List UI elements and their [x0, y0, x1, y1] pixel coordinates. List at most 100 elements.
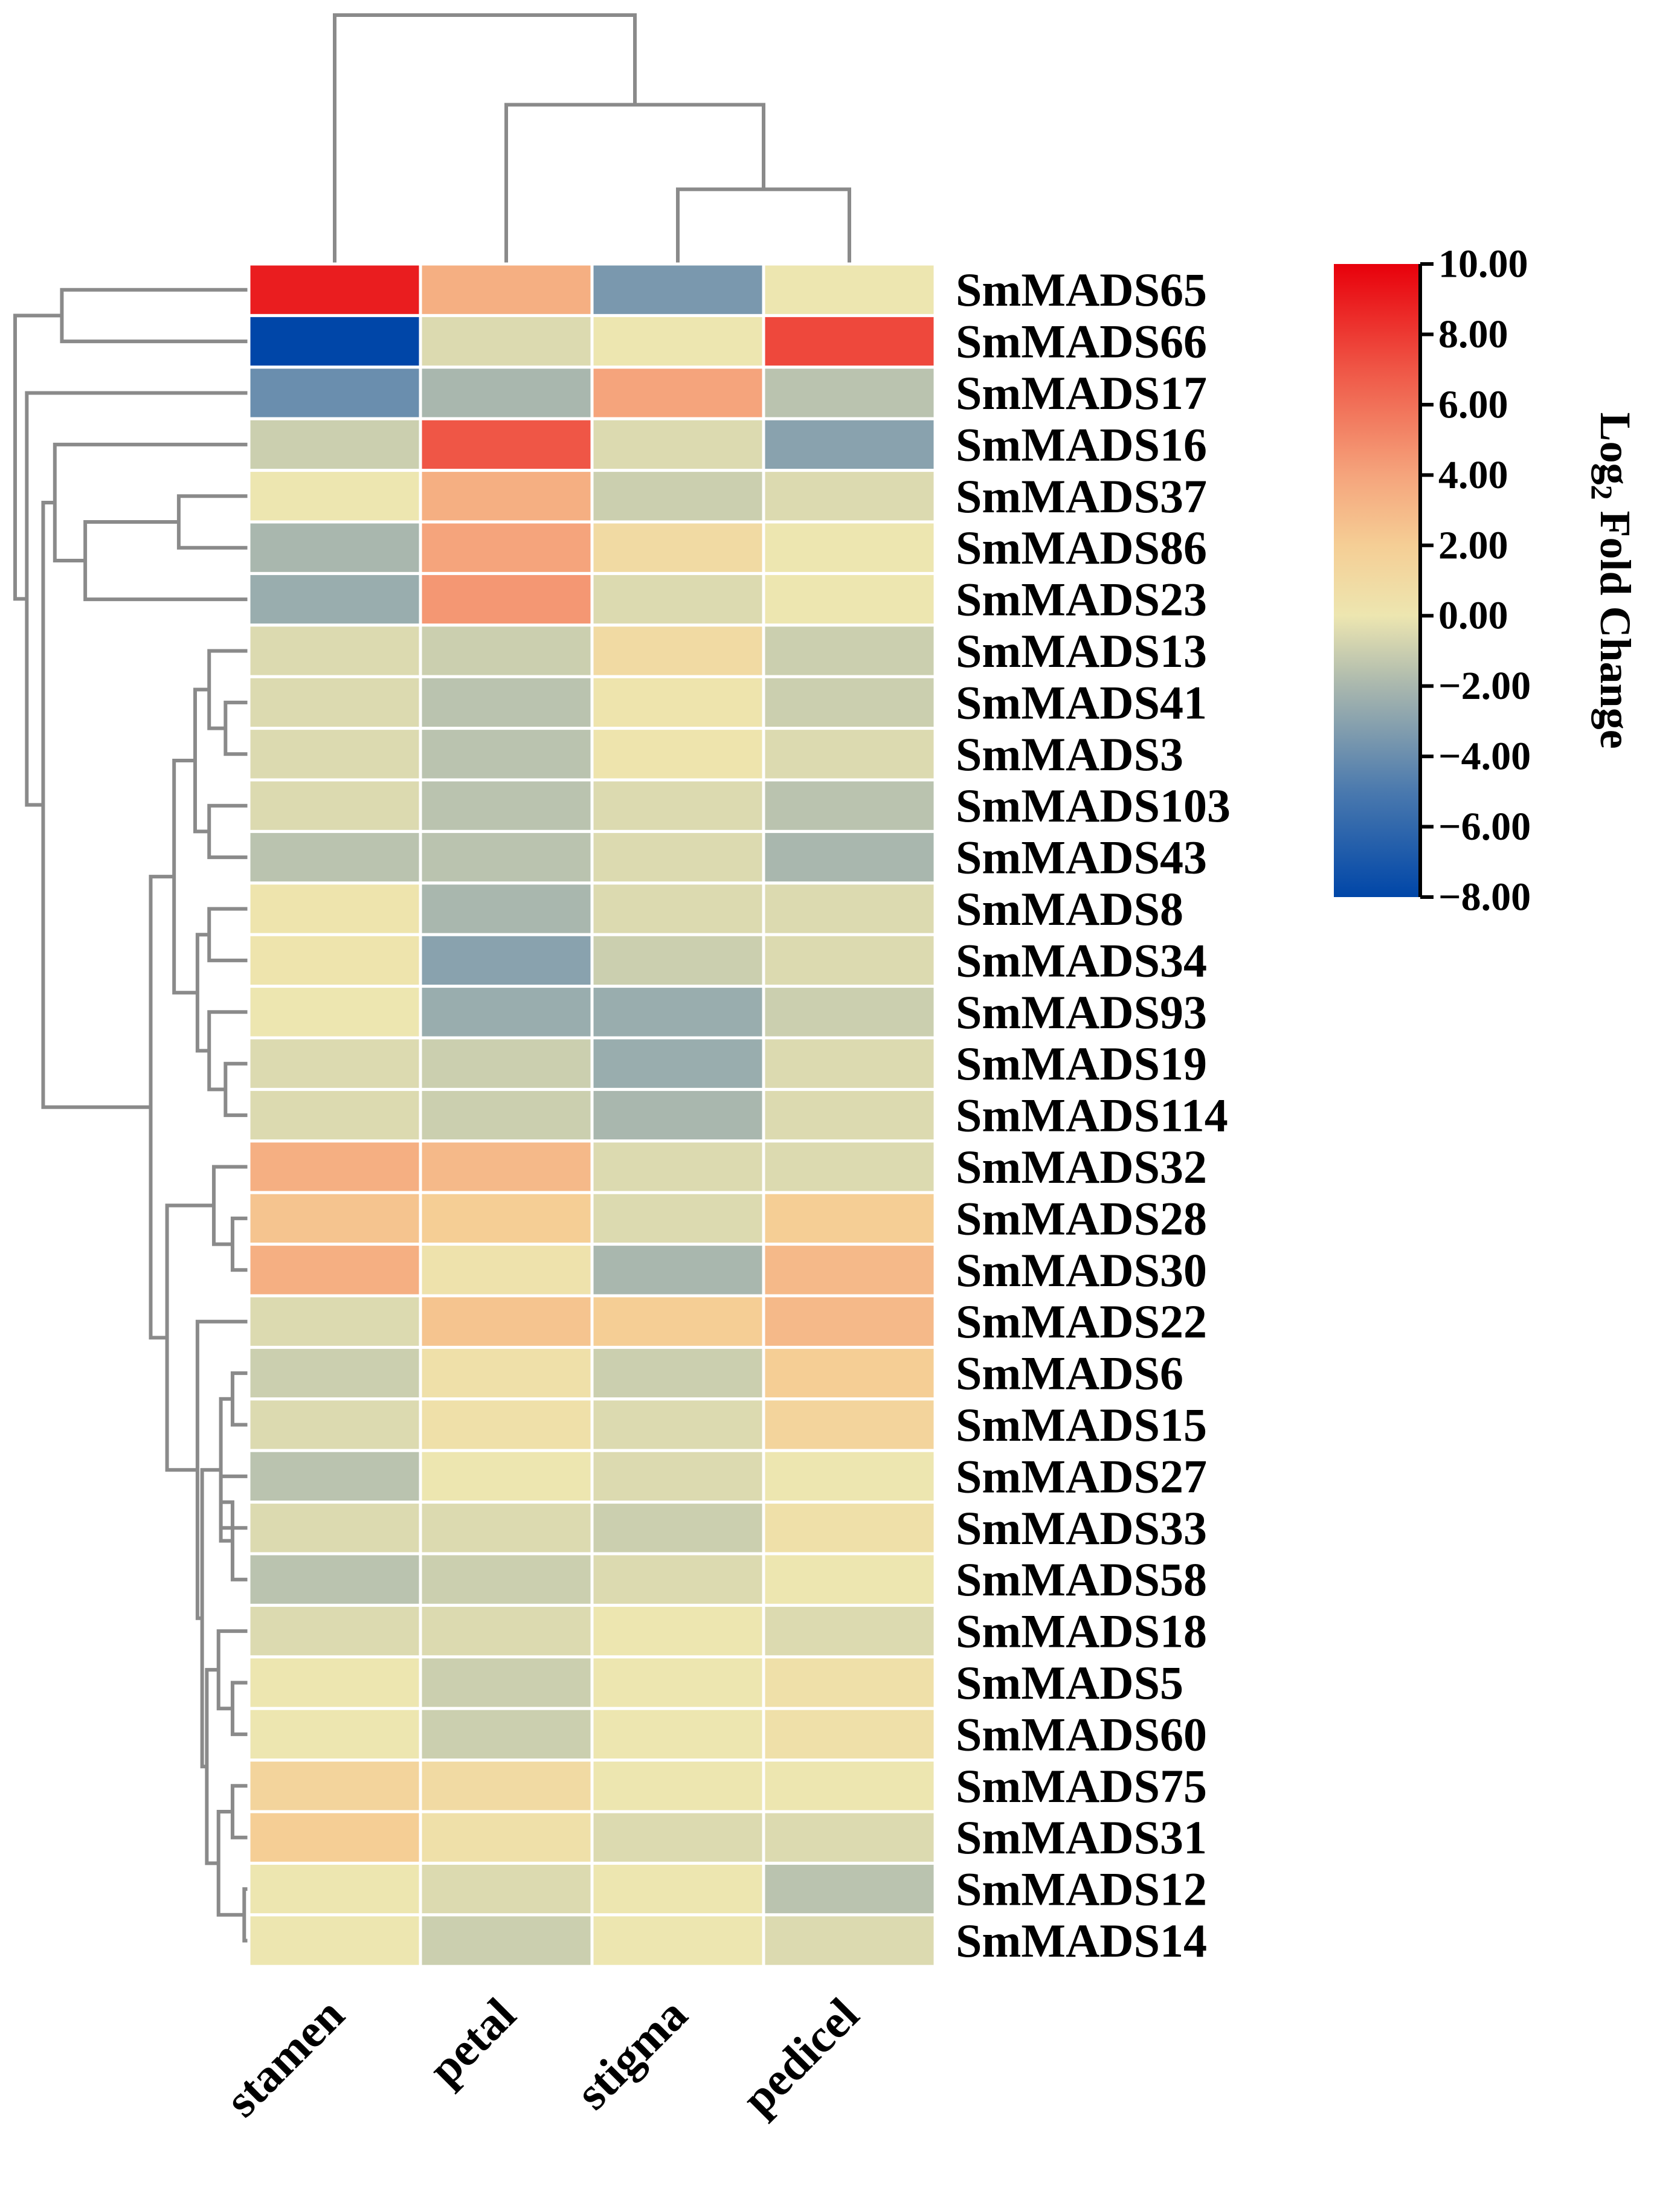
dendrogram-branch — [207, 803, 249, 860]
heatmap-cell — [590, 1552, 765, 1607]
heatmap-cell — [590, 1810, 765, 1865]
heatmap-cell — [590, 1345, 765, 1401]
row-label: SmMADS15 — [956, 1398, 1207, 1451]
colorbar-title-subscript: 2 — [1585, 484, 1619, 500]
heatmap-cell — [590, 571, 765, 627]
row-label: SmMADS17 — [956, 367, 1207, 419]
colorbar-tick-label: −4.00 — [1438, 735, 1531, 779]
colorbar-title-suffix: Fold Change — [1591, 500, 1640, 748]
heatmap-cell — [419, 1501, 594, 1556]
heatmap-cell — [419, 571, 594, 627]
heatmap-cell — [762, 1861, 937, 1917]
heatmap-cell — [419, 417, 594, 472]
heatmap-cell — [247, 1707, 422, 1762]
dendrogram-branch — [230, 1784, 249, 1839]
heatmap-cell — [590, 1655, 765, 1710]
heatmap-cell — [762, 985, 937, 1040]
colorbar-title-log: Log — [1591, 412, 1640, 484]
row-label: SmMADS41 — [956, 676, 1207, 729]
heatmap-cell — [762, 1603, 937, 1659]
heatmap-cell — [419, 1036, 594, 1091]
dendrogram-branch — [176, 494, 249, 550]
row-label: SmMADS86 — [956, 521, 1207, 574]
colorbar-tick-label: 10.00 — [1438, 242, 1528, 286]
colorbar-tick-label: 2.00 — [1438, 523, 1508, 567]
heatmap-cell — [762, 314, 937, 369]
row-label: SmMADS93 — [956, 986, 1207, 1038]
dendrogram-branch — [230, 1681, 249, 1736]
heatmap-cell — [590, 1294, 765, 1349]
heatmap-cell — [419, 1397, 594, 1452]
heatmap-cell — [247, 262, 422, 317]
heatmap-cell — [419, 1655, 594, 1710]
row-label: SmMADS19 — [956, 1037, 1207, 1090]
column-labels: stamen petal stigma pedicel — [215, 1988, 869, 2127]
heatmap-cell — [762, 1139, 937, 1194]
heatmap-cell — [247, 933, 422, 988]
heatmap-cell — [419, 985, 594, 1040]
heatmap-cell — [762, 417, 937, 472]
row-label: SmMADS12 — [956, 1863, 1207, 1916]
dendrogram-branch — [207, 649, 249, 730]
row-label: SmMADS23 — [956, 573, 1207, 626]
heatmap-cell — [590, 1501, 765, 1556]
row-label: SmMADS33 — [956, 1502, 1207, 1554]
heatmap-cell — [247, 520, 422, 575]
dendrogram-branch — [207, 907, 249, 962]
row-dendrogram — [13, 288, 249, 1943]
row-labels: SmMADS65SmMADS66SmMADS17SmMADS16SmMADS37… — [956, 263, 1231, 1967]
heatmap-cell — [590, 1087, 765, 1143]
row-label: SmMADS30 — [956, 1244, 1207, 1296]
heatmap-cell — [419, 1707, 594, 1762]
heatmap-cell — [762, 262, 937, 317]
row-label: SmMADS5 — [956, 1656, 1183, 1709]
heatmap-cell — [590, 1243, 765, 1298]
heatmap-cell — [247, 985, 422, 1040]
heatmap-cell — [419, 1243, 594, 1298]
heatmap-cell — [247, 727, 422, 782]
colorbar-tick-label: −2.00 — [1438, 664, 1531, 708]
heatmap-cell — [247, 365, 422, 420]
heatmap-cell — [762, 881, 937, 936]
heatmap-cell — [419, 1449, 594, 1504]
colorbar-ticks: 10.00 8.00 6.00 4.00 2.00 0.00 −2.00 −4.00 −6.00… — [1420, 242, 1531, 919]
row-label: SmMADS31 — [956, 1811, 1207, 1864]
heatmap-cell — [247, 1759, 422, 1813]
heatmap-cell — [590, 1191, 765, 1246]
row-label: SmMADS6 — [956, 1347, 1183, 1400]
row-label: SmMADS3 — [956, 728, 1183, 780]
row-label: SmMADS103 — [956, 779, 1231, 832]
heatmap-cell — [419, 829, 594, 885]
heatmap-cell — [762, 1294, 937, 1349]
heatmap-cell — [762, 571, 937, 627]
heatmap-cell — [419, 933, 594, 988]
heatmap-cell — [419, 365, 594, 420]
dendrogram-branch — [165, 1203, 214, 1472]
heatmap-cell — [419, 262, 594, 317]
heatmap-cell — [590, 417, 765, 472]
dendrogram-branch — [676, 187, 851, 264]
heatmap-cell — [419, 881, 594, 936]
row-label: SmMADS22 — [956, 1295, 1207, 1348]
dendrogram-branch — [13, 314, 62, 601]
heatmap-cell — [590, 985, 765, 1040]
row-label: SmMADS65 — [956, 263, 1207, 316]
dendrogram-branch — [224, 1061, 249, 1118]
heatmap-cell — [590, 881, 765, 936]
heatmap-cell — [247, 1243, 422, 1298]
row-label: SmMADS16 — [956, 418, 1207, 471]
heatmap-cell — [247, 1345, 422, 1401]
dendrogram-branch — [60, 288, 249, 344]
colorbar-tick-label: 0.00 — [1438, 594, 1508, 638]
heatmap-cell — [419, 1552, 594, 1607]
heatmap-cell — [762, 675, 937, 730]
heatmap-cell — [590, 314, 765, 369]
heatmap-cell — [247, 1087, 422, 1143]
heatmap-cell — [247, 829, 422, 885]
heatmap-cell — [419, 520, 594, 575]
heatmap-cell — [247, 1655, 422, 1710]
heatmap-cell — [762, 1449, 937, 1504]
heatmap-cell — [247, 1294, 422, 1349]
colorbar-tick-label: 8.00 — [1438, 312, 1508, 356]
